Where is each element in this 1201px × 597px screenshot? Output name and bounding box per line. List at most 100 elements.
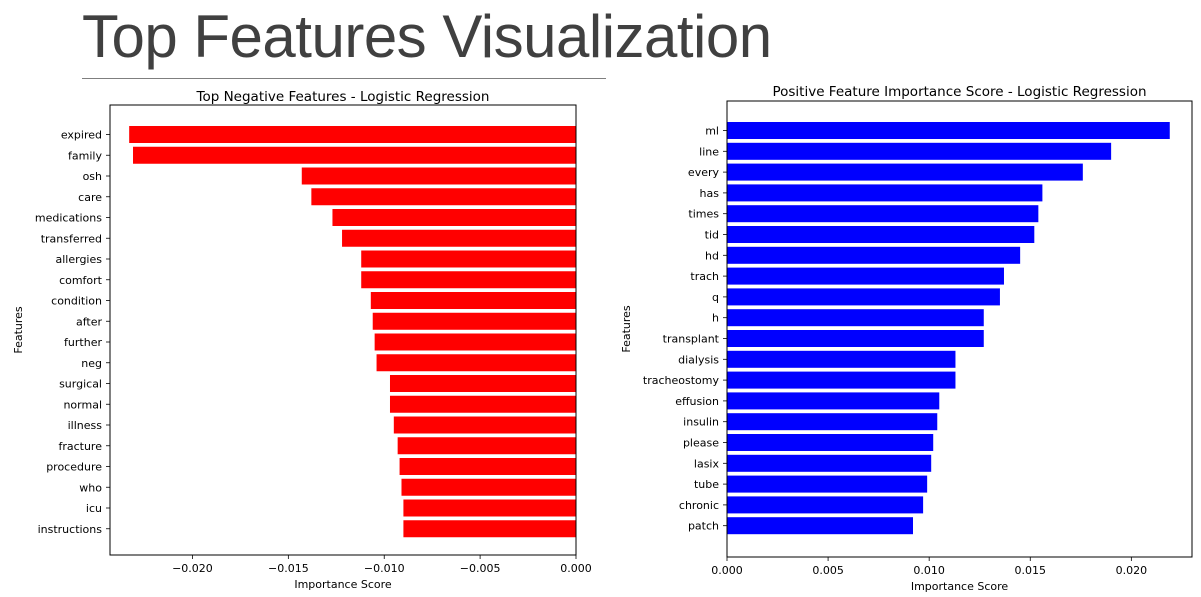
- bar-osh: [301, 167, 576, 185]
- y-tick-label-who: who: [79, 481, 102, 494]
- bar-care: [311, 188, 576, 206]
- y-tick-label-insulin: insulin: [683, 416, 719, 429]
- x-tick-label: 0.000: [711, 564, 743, 577]
- chart-pos: Positive Feature Importance Score - Logi…: [620, 84, 1193, 593]
- bar-hd: [727, 246, 1021, 264]
- y-tick-label-after: after: [76, 315, 103, 328]
- y-tick-label-condition: condition: [51, 295, 102, 308]
- bar-illness: [393, 416, 576, 434]
- bar-comfort: [361, 271, 576, 289]
- y-tick-label-line: line: [699, 145, 719, 158]
- y-tick-label-medications: medications: [35, 212, 102, 225]
- y-tick-label-times: times: [688, 208, 719, 221]
- bar-further: [374, 333, 576, 351]
- bar-family: [133, 146, 577, 164]
- bar-tracheostomy: [727, 371, 956, 389]
- bar-normal: [389, 395, 576, 413]
- bar-lasix: [727, 454, 932, 472]
- bar-expired: [129, 126, 577, 143]
- bar-fracture: [397, 437, 576, 455]
- bar-medications: [332, 209, 576, 226]
- y-tick-label-has: has: [700, 187, 720, 200]
- y-tick-label-lasix: lasix: [694, 457, 720, 470]
- bar-please: [727, 434, 934, 451]
- y-tick-label-normal: normal: [63, 398, 102, 411]
- bar-has: [727, 184, 1043, 202]
- bar-dialysis: [727, 350, 956, 368]
- y-tick-label-please: please: [683, 437, 719, 450]
- y-tick-label-care: care: [78, 191, 102, 204]
- y-tick-label-hd: hd: [705, 249, 719, 262]
- y-tick-label-family: family: [68, 149, 102, 162]
- bar-condition: [370, 292, 576, 309]
- x-tick-label: 0.010: [913, 564, 945, 577]
- bar-surgical: [389, 375, 576, 392]
- y-tick-label-trach: trach: [690, 270, 719, 283]
- y-tick-label-osh: osh: [83, 170, 102, 183]
- bar-transplant: [727, 330, 984, 347]
- y-tick-label-illness: illness: [68, 419, 103, 432]
- bar-times: [727, 205, 1039, 223]
- x-axis-label: Importance Score: [911, 580, 1009, 593]
- y-tick-label-comfort: comfort: [59, 274, 103, 287]
- bar-chronic: [727, 496, 924, 514]
- x-axis-label: Importance Score: [294, 578, 392, 591]
- y-tick-label-surgical: surgical: [59, 378, 102, 391]
- x-tick-label: −0.010: [364, 562, 405, 575]
- bar-who: [401, 478, 576, 496]
- chart-neg: Top Negative Features - Logistic Regress…: [12, 89, 592, 591]
- y-tick-label-instructions: instructions: [38, 523, 103, 536]
- bar-tube: [727, 475, 928, 493]
- bar-transferred: [342, 229, 576, 247]
- y-tick-label-transferred: transferred: [41, 232, 102, 245]
- y-tick-label-transplant: transplant: [663, 333, 720, 346]
- y-tick-label-expired: expired: [61, 129, 102, 142]
- x-tick-label: −0.015: [268, 562, 309, 575]
- y-tick-label-tid: tid: [705, 229, 719, 242]
- bar-after: [372, 312, 576, 330]
- bar-patch: [727, 517, 913, 535]
- y-tick-label-ml: ml: [705, 125, 719, 138]
- x-tick-label: 0.000: [560, 562, 592, 575]
- bar-tid: [727, 226, 1035, 243]
- bar-h: [727, 309, 984, 327]
- y-tick-label-procedure: procedure: [46, 461, 102, 474]
- bar-q: [727, 288, 1000, 306]
- y-tick-label-icu: icu: [86, 502, 102, 515]
- x-tick-label: −0.020: [172, 562, 213, 575]
- y-tick-label-further: further: [64, 336, 102, 349]
- x-tick-label: 0.015: [1015, 564, 1047, 577]
- y-tick-label-every: every: [688, 166, 720, 179]
- y-axis-label: Features: [620, 305, 633, 353]
- title-divider: [82, 78, 606, 79]
- bar-allergies: [361, 250, 576, 268]
- x-tick-label: −0.005: [460, 562, 501, 575]
- bar-instructions: [403, 520, 576, 538]
- y-tick-label-tracheostomy: tracheostomy: [643, 374, 720, 387]
- chart-title: Top Negative Features - Logistic Regress…: [196, 89, 490, 105]
- plot-frame: [109, 104, 577, 556]
- x-tick-label: 0.005: [812, 564, 844, 577]
- y-tick-label-effusion: effusion: [675, 395, 719, 408]
- bar-procedure: [399, 458, 576, 475]
- y-tick-label-h: h: [712, 312, 719, 325]
- plot-frame: [726, 100, 1193, 558]
- bar-ml: [727, 122, 1170, 139]
- bar-trach: [727, 267, 1004, 285]
- bar-neg: [376, 354, 576, 372]
- y-tick-label-allergies: allergies: [56, 253, 103, 266]
- y-tick-label-fracture: fracture: [58, 440, 102, 453]
- y-tick-label-tube: tube: [694, 478, 719, 491]
- y-tick-label-q: q: [712, 291, 719, 304]
- y-tick-label-chronic: chronic: [679, 499, 719, 512]
- bar-effusion: [727, 392, 940, 410]
- bar-insulin: [727, 413, 938, 431]
- y-axis-label: Features: [12, 306, 25, 354]
- bar-line: [727, 142, 1112, 160]
- bar-icu: [403, 499, 576, 517]
- page-title: Top Features Visualization: [82, 3, 772, 70]
- bar-every: [727, 163, 1083, 181]
- y-tick-label-patch: patch: [688, 520, 719, 533]
- x-tick-label: 0.020: [1116, 564, 1148, 577]
